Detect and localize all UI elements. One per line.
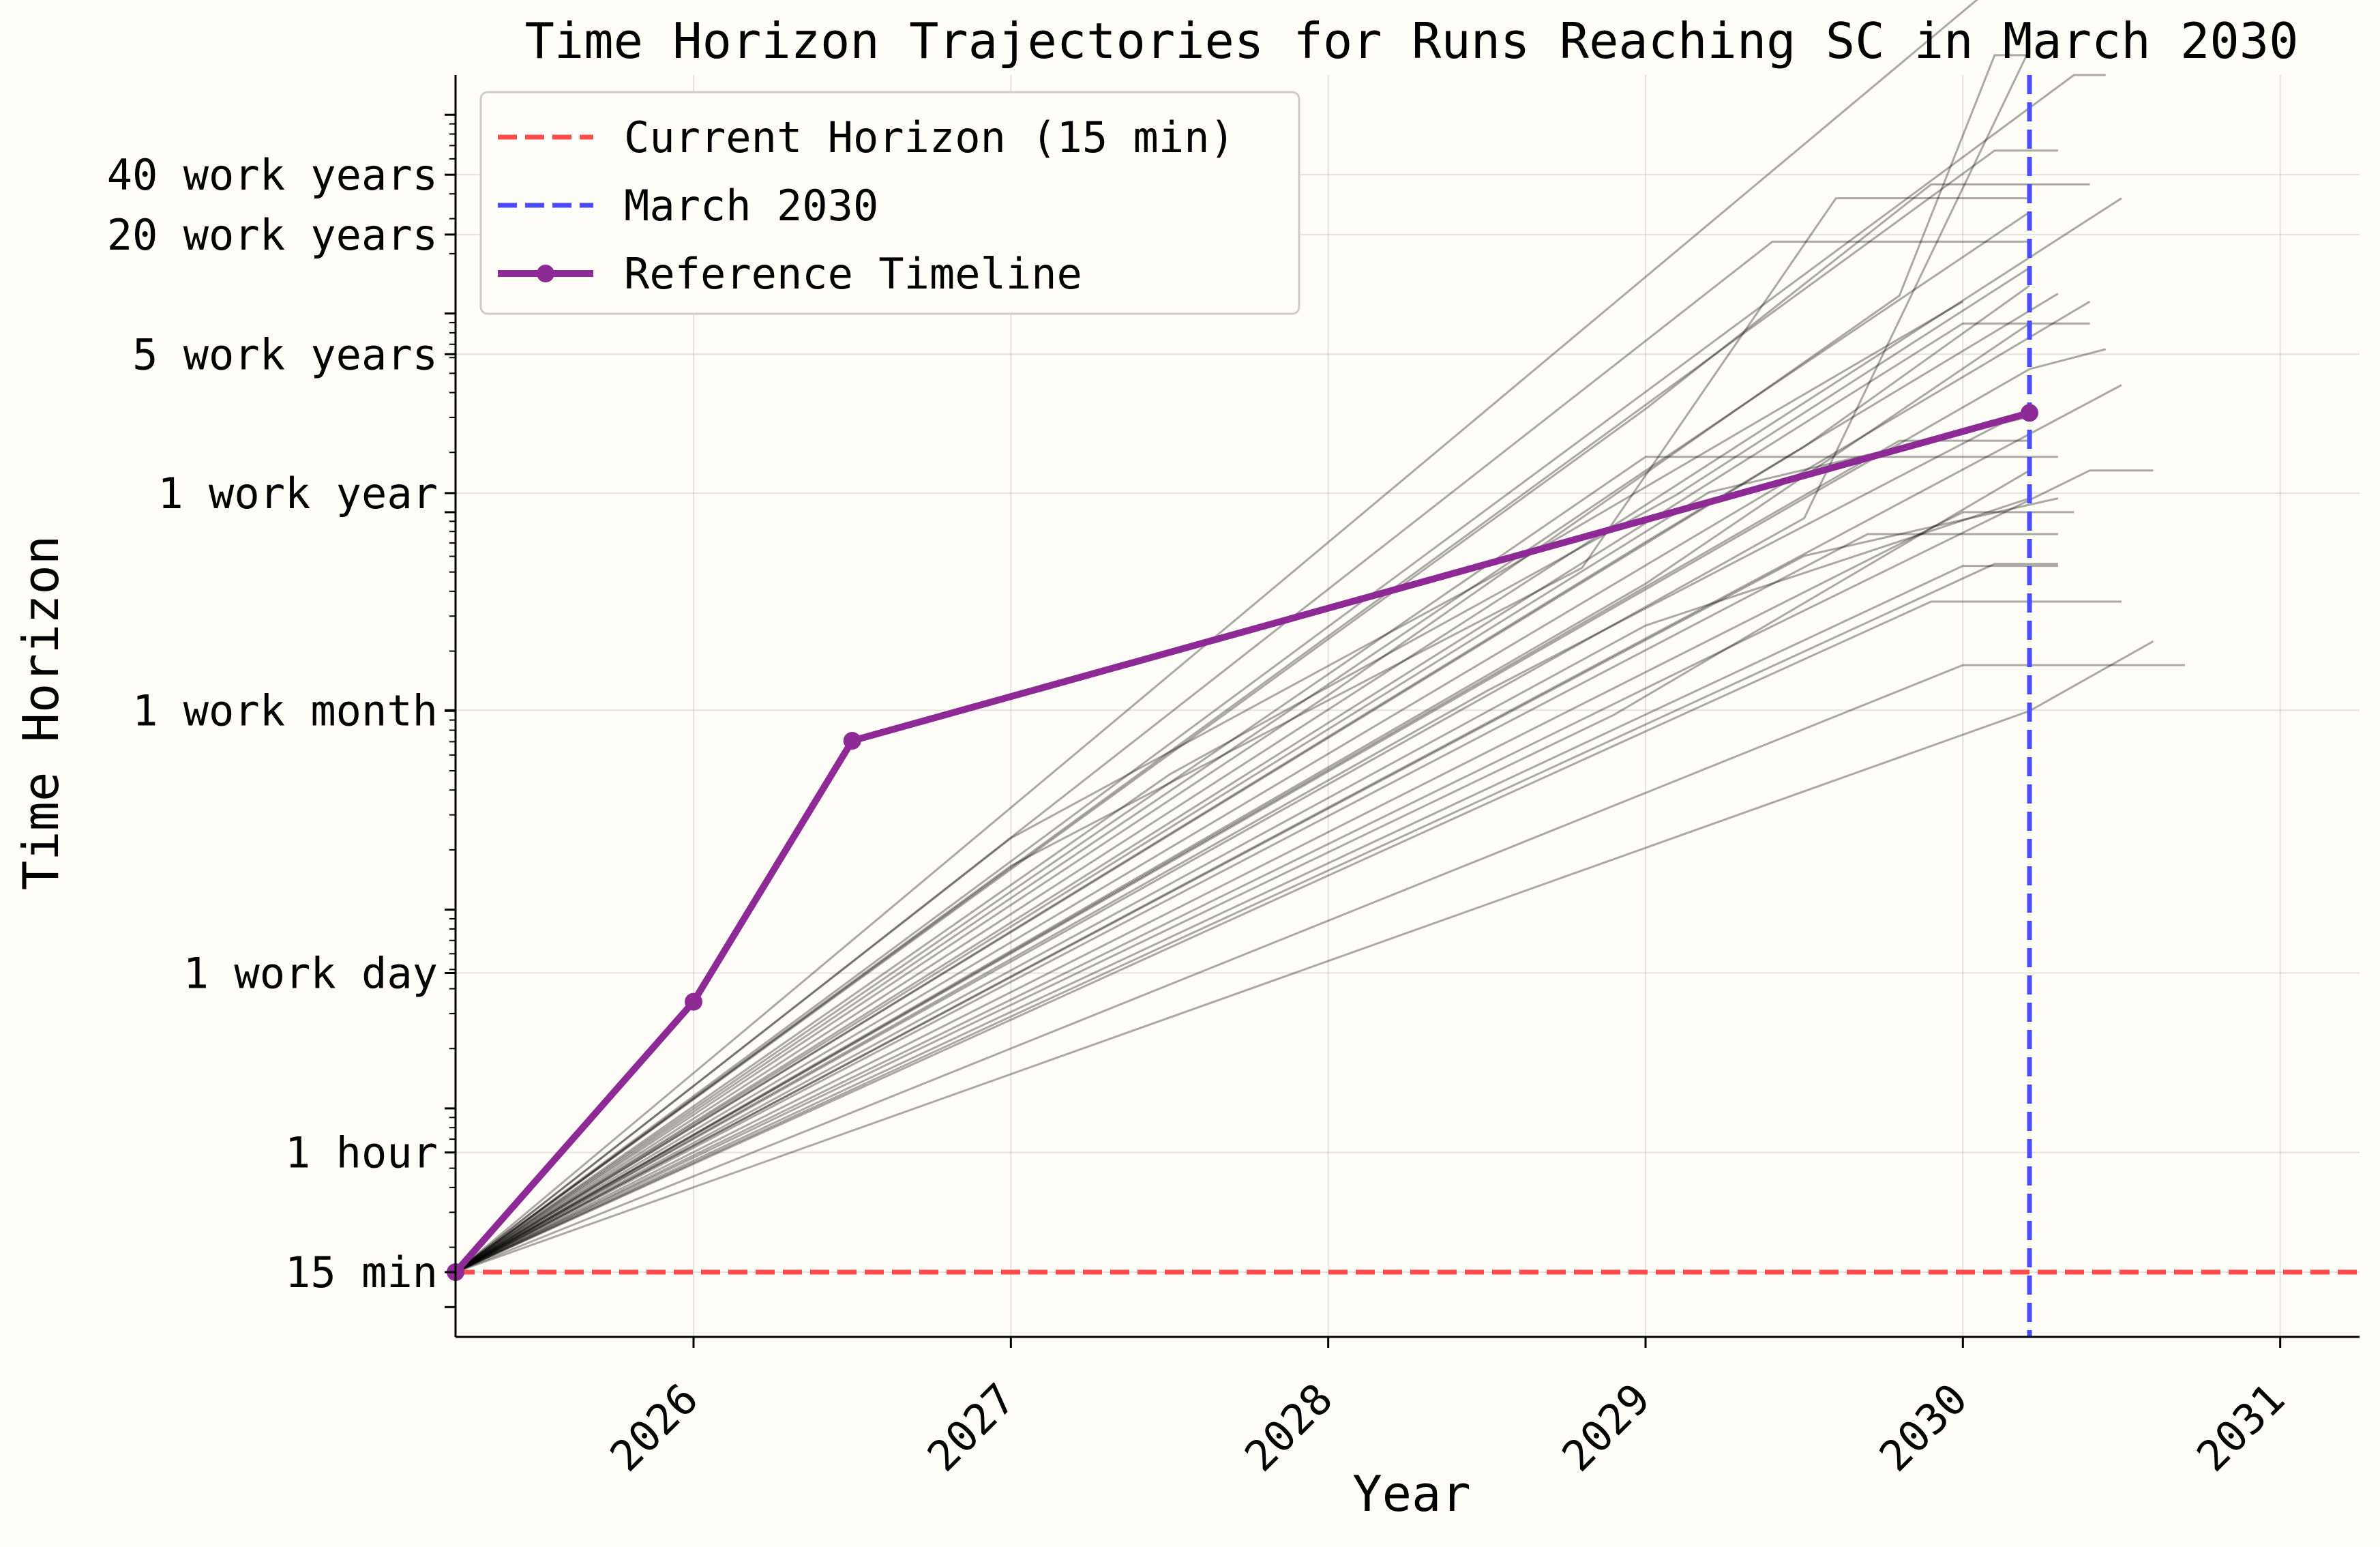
legend-label: March 2030 — [624, 181, 878, 231]
trajectory-line — [455, 469, 2030, 1273]
trajectory-line — [455, 408, 2030, 1273]
y-tick-label: 1 work day — [183, 948, 438, 998]
trajectory-line — [455, 469, 2154, 1273]
y-tick-label: 5 work years — [132, 329, 438, 379]
y-tick-label: 1 hour — [285, 1128, 438, 1178]
x-axis-label: Year — [1352, 1465, 1470, 1522]
trajectory-line — [455, 293, 2059, 1273]
trajectory-line — [455, 240, 2030, 1273]
trajectory-line — [455, 511, 2074, 1273]
trajectory-line — [455, 284, 2030, 1273]
trajectory-line — [455, 322, 2090, 1273]
trajectory-line — [455, 600, 2122, 1273]
trajectory-line — [455, 267, 2030, 1273]
trajectory-line — [455, 497, 2059, 1273]
reference-timeline-point — [685, 992, 702, 1011]
trajectory-line — [455, 497, 2030, 1273]
trajectory-line — [455, 565, 2058, 1273]
trajectory-line — [455, 300, 1964, 1273]
y-tick-label: 40 work years — [107, 150, 438, 200]
y-tick-label: 15 min — [285, 1248, 438, 1297]
trajectory-line — [455, 300, 2091, 1273]
reference-timeline-line — [453, 409, 2031, 1275]
legend-swatch-marker — [537, 265, 554, 282]
legend-box — [479, 91, 1300, 315]
grid-layer — [456, 75, 2360, 1337]
trajectory-line — [455, 322, 2030, 1273]
y-axis-label: Time Horizon — [12, 535, 70, 890]
legend: Current Horizon (15 min) March 2030 Refere… — [479, 91, 1300, 315]
trajectory-line — [455, 74, 2106, 1273]
trajectory-line — [455, 456, 2058, 1273]
y-tick-label: 1 work month — [132, 686, 438, 735]
trajectory-line — [455, 563, 2058, 1273]
reference-layer — [447, 75, 2360, 1337]
trajectory-line — [455, 348, 2107, 1273]
trajectory-line — [455, 384, 2122, 1273]
chart-title: Time Horizon Trajectories for Runs Reach… — [525, 12, 2299, 70]
trajectory-line — [455, 48, 2031, 1273]
reference-timeline-point — [2021, 404, 2039, 422]
trajectory-line — [455, 664, 2186, 1273]
trajectory-line — [455, 197, 2122, 1273]
trajectory-line — [455, 149, 2058, 1273]
trajectory-line — [455, 211, 2030, 1273]
trajectory-line — [455, 197, 2030, 1273]
trajectory-layer — [455, 0, 2186, 1273]
y-tick-label: 20 work years — [107, 210, 438, 260]
trajectory-line — [455, 439, 2030, 1273]
trajectory-line — [455, 0, 1978, 1273]
trajectory-line — [455, 183, 2090, 1273]
trajectory-line — [455, 533, 2058, 1273]
legend-label: Current Horizon (15 min) — [624, 113, 1235, 162]
legend-label: Reference Timeline — [624, 249, 1082, 299]
reference-timeline-point — [843, 731, 861, 750]
trajectory-line — [455, 54, 2030, 1273]
y-tick-label: 1 work year — [158, 469, 438, 518]
